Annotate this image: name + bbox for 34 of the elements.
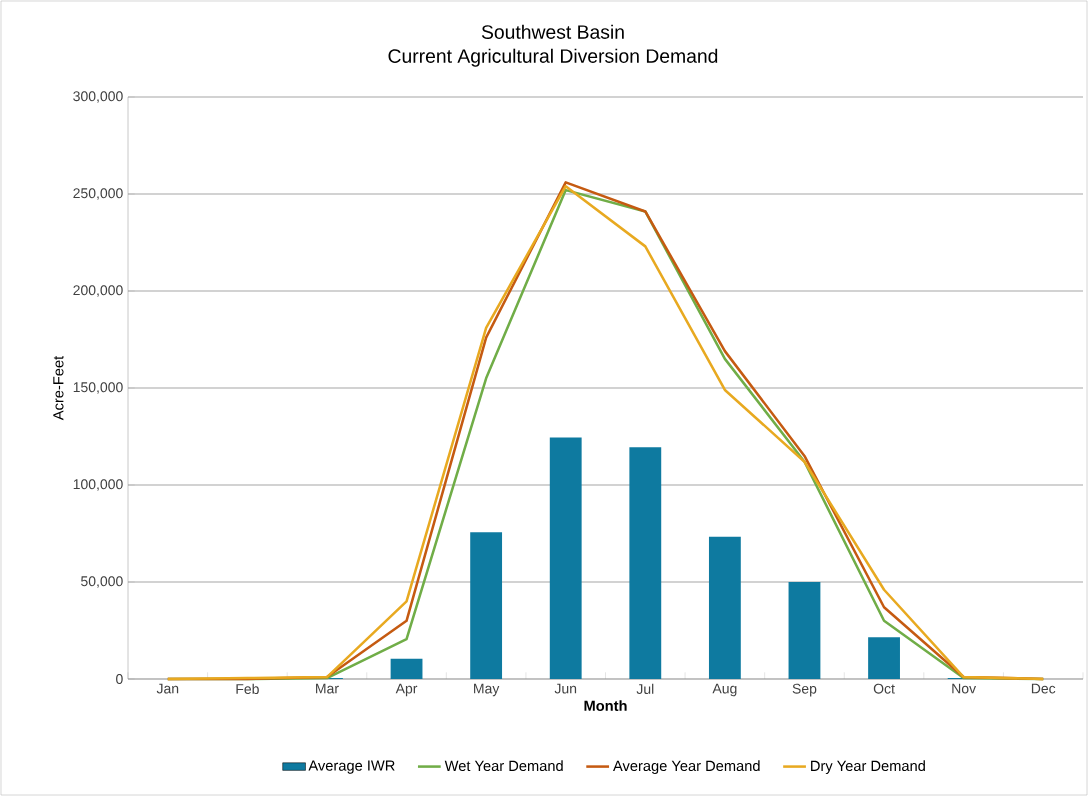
y-tick-label: 300,000 (73, 91, 123, 103)
x-tick-label: Jul (636, 683, 654, 694)
x-tick-label: Sep (792, 683, 817, 697)
bar (390, 658, 423, 679)
legend-label: Average IWR (308, 760, 395, 774)
bar (708, 536, 741, 679)
y-tick-label: 0 (116, 674, 123, 684)
bar (868, 637, 900, 679)
legend-label: Wet Year Demand (444, 760, 563, 772)
bar (788, 582, 821, 679)
bar (470, 532, 503, 679)
y-tick-label: 50,000 (81, 576, 123, 588)
legend-label: Average Year Demand (613, 760, 760, 774)
x-axis-title: Month (584, 700, 627, 711)
x-tick-label: Dec (1031, 683, 1056, 694)
x-tick-label: May (474, 683, 500, 697)
chart-title: Southwest Basin (481, 24, 624, 39)
x-tick-label: Nov (952, 683, 977, 694)
x-tick-label: Jun (554, 683, 577, 694)
y-tick-label: 250,000 (73, 188, 123, 200)
legend-label: Dry Year Demand (811, 760, 925, 774)
x-tick-label: Feb (236, 683, 259, 694)
bar (549, 437, 582, 679)
x-tick-label: Jan (156, 683, 179, 694)
y-tick-label: 150,000 (73, 382, 123, 394)
x-tick-label: Aug (712, 683, 737, 697)
chart-subtitle: Current Agricultural Diversion Demand (388, 48, 718, 67)
x-tick-label: Oct (873, 683, 895, 694)
y-tick-label: 100,000 (73, 479, 123, 491)
y-axis-title: Acre-Feet (53, 355, 64, 421)
y-tick-label: 200,000 (73, 285, 123, 297)
x-tick-label: Mar (316, 683, 339, 694)
x-tick-label: Apr (395, 683, 418, 697)
bar (629, 447, 662, 679)
